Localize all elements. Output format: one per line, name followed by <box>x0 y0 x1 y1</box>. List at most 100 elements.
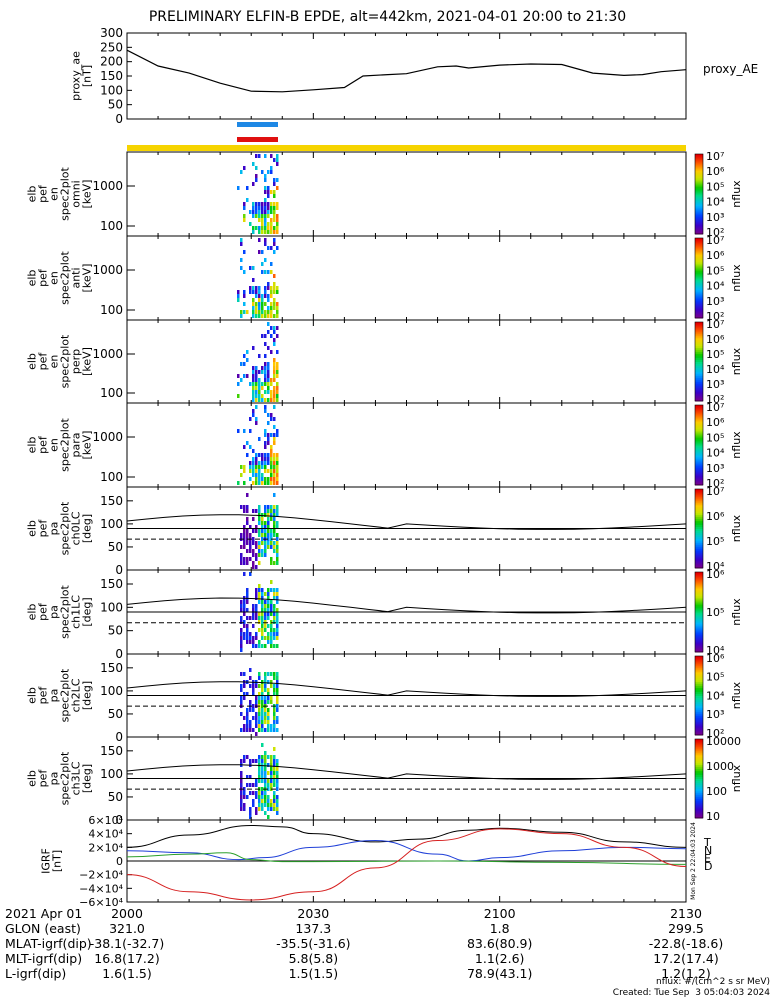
colorbar-segment <box>695 558 703 561</box>
spectrogram-cell <box>252 378 255 382</box>
spectrogram-cell <box>264 214 267 218</box>
spectrogram-cell <box>273 302 276 306</box>
pa-tick-label: 100 <box>100 517 123 531</box>
igrf-y-tick-label: −4×10⁴ <box>79 882 123 895</box>
spectrogram-cell <box>270 154 273 158</box>
colorbar-tick-label: 10⁴ <box>706 363 725 376</box>
spectrogram-cell <box>252 509 255 513</box>
igrf-legend-T: T <box>703 836 711 849</box>
panel-y-axis-label: pa <box>48 772 61 786</box>
spectrogram-cell <box>264 612 267 616</box>
spectrogram-cell <box>261 294 264 298</box>
colorbar-segment <box>695 798 703 801</box>
spectrogram-cell <box>264 680 267 684</box>
spectrogram-cell <box>267 413 270 417</box>
spectrogram-cell <box>240 545 243 549</box>
spectrogram-cell <box>240 533 243 537</box>
date-label: 2021 Apr 01 <box>5 906 83 921</box>
spectrogram-cell <box>249 632 252 636</box>
spectrogram-cell <box>276 799 279 803</box>
colorbar-segment <box>695 628 703 631</box>
spectrogram-cell <box>261 680 264 684</box>
colorbar-segment <box>695 375 703 378</box>
spectrogram-cell <box>249 525 252 529</box>
spectrogram-cell <box>270 390 273 394</box>
spectrogram-cell <box>258 759 261 763</box>
spectrogram-cell <box>252 230 255 234</box>
spectrogram-cell <box>243 218 246 222</box>
spectrogram-cell <box>255 382 258 386</box>
colorbar-segment <box>695 552 703 555</box>
spectrogram-cell <box>258 382 261 386</box>
spectrogram-6 <box>240 572 279 652</box>
spectrogram-cell <box>258 553 261 557</box>
colorbar-tick-label: 1000 <box>706 760 734 773</box>
spectrogram-cell <box>273 202 276 206</box>
panel-y-axis-label: [deg] <box>81 681 94 710</box>
spectrogram-cell <box>240 242 243 246</box>
colorbar-tick-label: 10⁶ <box>706 165 725 178</box>
colorbar-segment <box>695 427 703 430</box>
spectrogram-cell <box>270 286 273 290</box>
spectrogram-cell <box>261 728 264 732</box>
spectrogram-cell <box>270 202 273 206</box>
spectrogram-cell <box>264 775 267 779</box>
spectrogram-cell <box>267 763 270 767</box>
panel-y-axis-label: [keV] <box>81 347 94 376</box>
colorbar-segment <box>695 182 703 185</box>
spectrogram-cell <box>276 533 279 537</box>
spectrogram-cell <box>258 370 261 374</box>
spectrogram-cell <box>243 600 246 604</box>
panel-y-axis-label: pa <box>48 522 61 536</box>
spectrogram-cell <box>270 350 273 354</box>
spectrogram-cell <box>267 366 270 370</box>
spectrogram-cell <box>276 433 279 437</box>
spectrogram-cell <box>255 696 258 700</box>
colorbar-segment <box>695 423 703 426</box>
colorbar-segment <box>695 381 703 384</box>
colorbar-segment <box>695 218 703 221</box>
colorbar-segment <box>695 681 703 685</box>
colorbar-frame <box>694 237 704 319</box>
colorbar-segment <box>695 560 703 563</box>
igrf-legend-D: D <box>704 860 712 873</box>
spectrogram-cell <box>270 771 273 775</box>
spectrogram-cell <box>258 545 261 549</box>
spectrogram-cell <box>270 190 273 194</box>
spectrogram-cell <box>273 182 276 186</box>
panel-y-axis-label: spec2plot <box>59 334 72 388</box>
spectrogram-cell <box>276 616 279 620</box>
spectrogram-cell <box>276 314 279 318</box>
colorbar-segment <box>695 754 703 758</box>
panel-y-axis-label: spec2plot <box>59 167 72 221</box>
colorbar-segment <box>695 407 703 410</box>
spectrogram-cell <box>264 477 267 481</box>
spectrogram-cell <box>240 557 243 561</box>
colorbar-label: nflux <box>730 347 743 375</box>
spectrogram-cell <box>273 250 276 254</box>
colorbar-segment <box>695 216 703 219</box>
colorbar-segment <box>695 473 703 476</box>
colorbar-segment <box>695 524 703 528</box>
spectrogram-cell <box>240 771 243 775</box>
colorbar-segment <box>695 514 703 518</box>
spectrogram-cell <box>261 222 264 226</box>
spectrogram-cell <box>273 541 276 545</box>
spectrogram-cell <box>252 473 255 477</box>
colorbar-segment <box>695 794 703 797</box>
spectrogram-cell <box>264 608 267 612</box>
spectrogram-cell <box>270 481 273 485</box>
igrf-series-D <box>126 828 687 901</box>
spectrogram-cell <box>273 724 276 728</box>
spectrogram-cell <box>270 545 273 549</box>
spectrogram-cell <box>246 541 249 545</box>
colorbar-segment <box>695 250 703 253</box>
colorbar-segment <box>695 604 703 607</box>
spectrogram-cell <box>240 170 243 174</box>
spectrogram-cell <box>252 302 255 306</box>
spectrogram-cell <box>243 636 246 640</box>
colorbar-tick-label: 10⁵ <box>706 180 724 193</box>
spectrogram-cell <box>273 394 276 398</box>
spectrogram-cell <box>267 330 270 334</box>
spectrogram-cell <box>261 270 264 274</box>
